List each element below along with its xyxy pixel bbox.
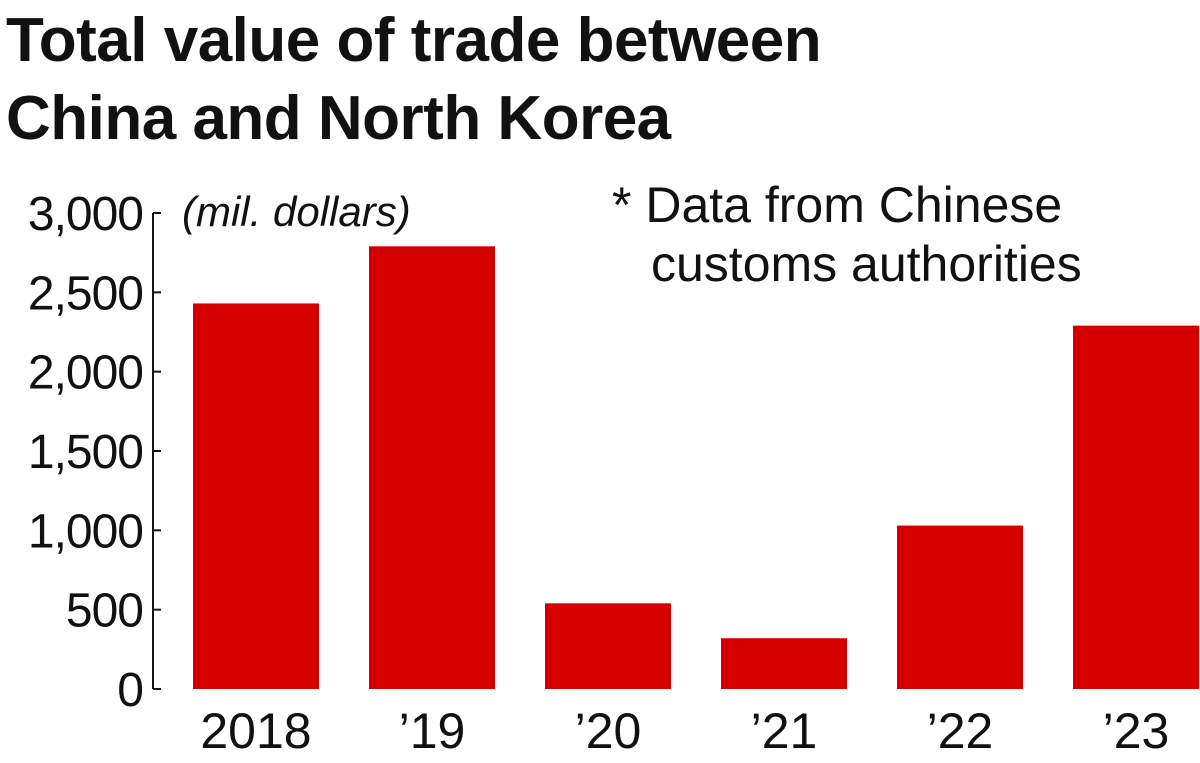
x-tick-label: ’21 [751,703,818,759]
bar-5 [1073,325,1199,689]
y-tick-label: 1,000 [28,505,143,558]
x-tick-label: ’20 [575,703,642,759]
bar-3 [721,638,847,689]
unit-label: (mil. dollars) [182,188,411,235]
y-tick-label: 2,500 [28,267,143,320]
chart-title-line-2: China and North Korea [6,84,671,153]
y-tick-label: 0 [117,664,143,717]
y-tick-label: 2,000 [28,347,143,400]
y-tick-label: 1,500 [28,426,143,479]
y-axis: 0 500 1,000 1,500 2,000 2,500 3,000 [28,188,161,717]
y-tick-label: 500 [66,585,143,638]
bar-4 [897,525,1023,689]
bars [193,246,1199,689]
x-tick-label: ’22 [927,703,994,759]
source-note-line-1: * Data from Chinese [612,177,1062,233]
chart-title-line-1: Total value of trade between [6,6,822,75]
x-tick-label: 2018 [200,703,311,759]
bar-2 [545,603,671,689]
bar-1 [369,246,495,689]
chart-title: Total value of trade between China and N… [6,2,822,158]
y-tick-label: 3,000 [28,188,143,241]
x-tick-label: ’19 [399,703,466,759]
source-note-line-2: customs authorities [651,236,1082,292]
x-axis-labels: 2018 ’19 ’20 ’21 ’22 ’23 [200,703,1169,759]
x-tick-label: ’23 [1103,703,1170,759]
bar-0 [193,303,319,689]
